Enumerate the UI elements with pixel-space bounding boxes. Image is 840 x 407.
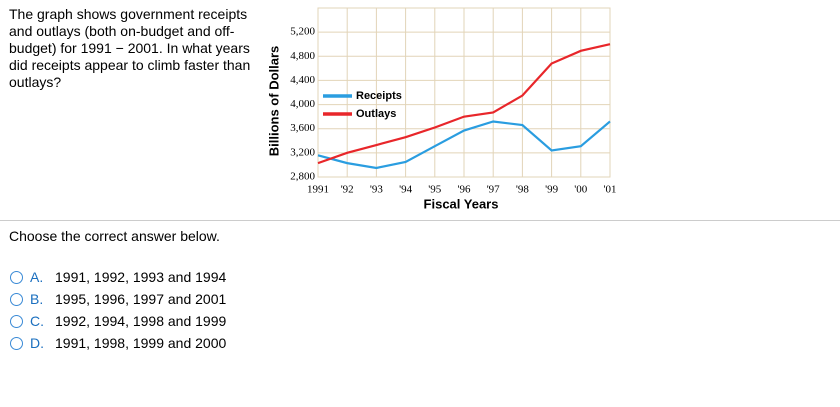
x-tick-label: 1991 bbox=[307, 184, 329, 196]
option-text: 1991, 1992, 1993 and 1994 bbox=[55, 269, 227, 285]
x-tick-label: '96 bbox=[458, 184, 471, 196]
option[interactable]: D. 1991, 1998, 1999 and 2000 bbox=[10, 334, 226, 352]
radio-button[interactable] bbox=[10, 292, 23, 306]
x-tick-label: '94 bbox=[399, 184, 412, 196]
y-tick-label: 4,800 bbox=[290, 50, 315, 62]
x-tick-label: '95 bbox=[428, 184, 441, 196]
y-tick-label: 3,600 bbox=[290, 122, 315, 134]
option-text: 1991, 1998, 1999 and 2000 bbox=[55, 335, 227, 351]
x-tick-label: '97 bbox=[487, 184, 500, 196]
divider bbox=[0, 220, 840, 221]
legend-label: Outlays bbox=[356, 108, 396, 120]
option[interactable]: C. 1992, 1994, 1998 and 1999 bbox=[10, 312, 226, 330]
y-tick-label: 3,200 bbox=[290, 146, 315, 158]
x-tick-label: '92 bbox=[341, 184, 354, 196]
option-letter: A. bbox=[30, 269, 44, 285]
legend-label: Receipts bbox=[356, 90, 402, 102]
prompt: Choose the correct answer below. bbox=[9, 228, 220, 244]
x-tick-label: '01 bbox=[604, 184, 617, 196]
radio-button[interactable] bbox=[10, 336, 23, 350]
chart: 1991 '92 '93 '94 '95 '96 '97 '98 '99 '00 '01 2,800 3… bbox=[266, 7, 617, 211]
radio-button[interactable] bbox=[10, 314, 23, 328]
x-tick-label: '93 bbox=[370, 184, 383, 196]
option-letter: B. bbox=[30, 291, 44, 307]
option-letter: C. bbox=[30, 313, 44, 329]
option[interactable]: B. 1995, 1996, 1997 and 2001 bbox=[10, 290, 226, 308]
y-tick-label: 5,200 bbox=[290, 26, 315, 38]
x-tick-label: '98 bbox=[516, 184, 529, 196]
x-tick-label: '99 bbox=[545, 184, 558, 196]
question: The graph shows government receipts and … bbox=[9, 6, 251, 90]
option-text: 1992, 1994, 1998 and 1999 bbox=[55, 313, 227, 329]
y-tick-label: 4,000 bbox=[290, 98, 315, 110]
radio-button[interactable] bbox=[10, 270, 23, 284]
y-tick-label: 2,800 bbox=[290, 171, 315, 183]
option-letter: D. bbox=[30, 335, 44, 351]
x-axis-label: Fiscal Years bbox=[424, 196, 499, 211]
series-line bbox=[317, 120, 611, 170]
y-axis-label: Billions of Dollars bbox=[266, 46, 281, 157]
option-text: 1995, 1996, 1997 and 2001 bbox=[55, 291, 227, 307]
series-line bbox=[317, 43, 611, 165]
y-tick-label: 4,400 bbox=[290, 74, 315, 86]
x-tick-label: '00 bbox=[574, 184, 587, 196]
option[interactable]: A. 1991, 1992, 1993 and 1994 bbox=[10, 268, 226, 286]
